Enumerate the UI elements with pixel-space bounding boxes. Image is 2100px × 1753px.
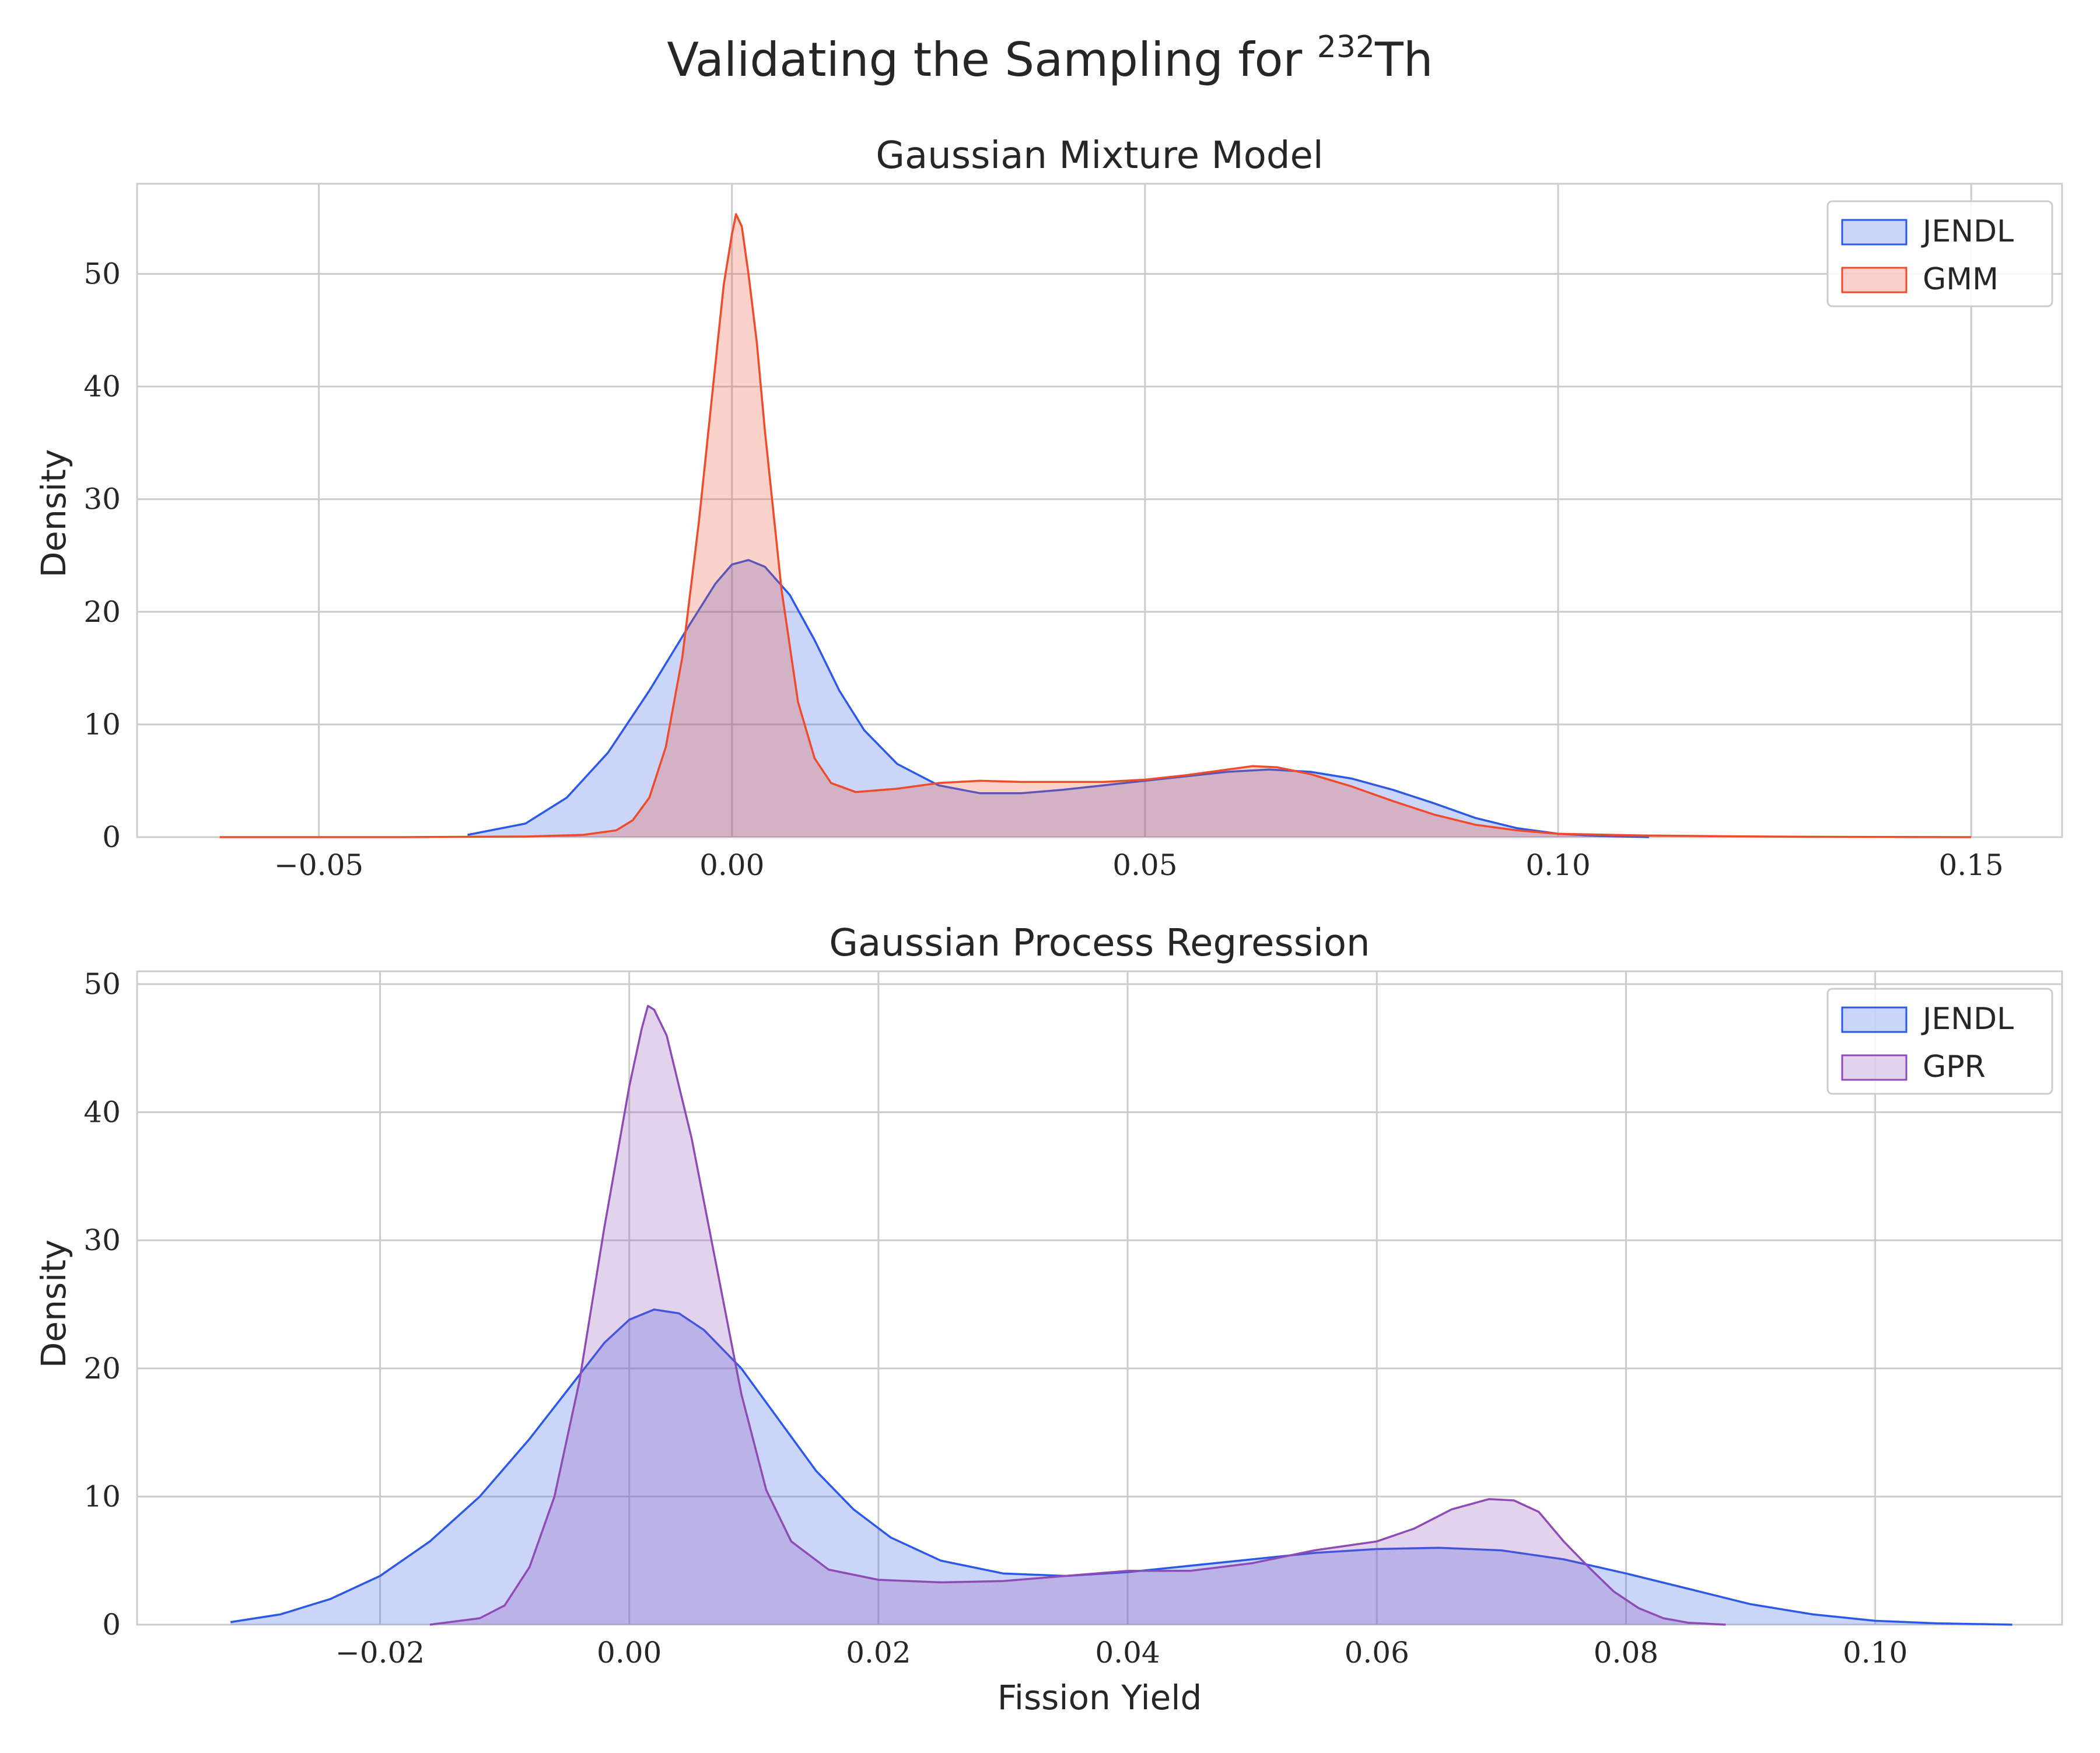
gpr-panel-title: Gaussian Process Regression (829, 922, 1370, 965)
gpr-legend-label-gpr: GPR (1923, 1049, 1986, 1084)
gpr-x-axis-label: Fission Yield (998, 1678, 1202, 1717)
gmm-x-tick-label: 0.00 (699, 848, 764, 882)
gmm-x-tick-label: 0.15 (1939, 848, 2004, 882)
gpr-x-tick-label: −0.02 (335, 1636, 425, 1670)
gpr-y-tick-label: 10 (83, 1479, 121, 1513)
gmm-legend-box (1826, 200, 2053, 307)
gmm-plot-frame (136, 183, 2063, 838)
gpr-x-tick-label: 0.02 (846, 1636, 911, 1670)
gpr-y-axis-label: Density (34, 1240, 74, 1369)
gmm-jendl-density-line (467, 559, 1649, 838)
gpr-y-tick-label: 30 (83, 1223, 121, 1257)
gmm-panel: Gaussian Mixture Model Density −0.05 0.00… (34, 134, 2063, 882)
figure-title: Validating the Sampling for 232Th (667, 30, 1433, 87)
gpr-tick-labels: −0.02 0.00 0.02 0.04 0.06 0.08 0.10 0 10 20 30 40 50 (83, 967, 1908, 1670)
gpr-gpr-density-fill (429, 1006, 1726, 1625)
gmm-y-axis-label: Density (34, 449, 74, 578)
gmm-x-tick-label: 0.05 (1112, 848, 1177, 882)
gpr-y-tick-label: 0 (102, 1608, 121, 1642)
gpr-jendl-density-fill (230, 1309, 2013, 1625)
gpr-legend-swatch-gpr (1841, 1054, 1908, 1081)
gmm-panel-title: Gaussian Mixture Model (876, 134, 1323, 177)
gmm-gmm-density-fill (219, 214, 1972, 838)
gmm-x-tick-label: 0.10 (1525, 848, 1590, 882)
gmm-tick-labels: −0.05 0.00 0.05 0.10 0.15 0 10 20 30 40 50 (83, 257, 2003, 882)
gpr-y-tick-label: 40 (83, 1096, 121, 1129)
gmm-y-tick-label: 50 (83, 257, 121, 291)
gpr-jendl-density-line (230, 1308, 2013, 1626)
gmm-grid (137, 184, 2062, 838)
gmm-x-tick-label: −0.05 (274, 848, 363, 882)
gpr-legend-box (1826, 988, 2053, 1095)
gmm-legend-swatch-gmm (1841, 267, 1908, 293)
figure-title-suffix: Th (1374, 33, 1433, 87)
gmm-legend-label-jendl: JENDL (1921, 214, 2014, 249)
gpr-x-tick-label: 0.10 (1843, 1636, 1908, 1670)
gmm-y-tick-label: 10 (83, 708, 121, 741)
gpr-x-tick-label: 0.00 (597, 1636, 662, 1670)
gpr-y-tick-label: 20 (83, 1352, 121, 1385)
gpr-x-tick-label: 0.04 (1095, 1636, 1160, 1670)
figure-title-superscript: 232 (1317, 30, 1375, 65)
gpr-gpr-density-line (429, 1005, 1726, 1626)
gpr-series-layer (230, 1005, 2013, 1626)
gpr-x-tick-label: 0.06 (1345, 1636, 1409, 1670)
figure-title-main: Validating the Sampling for (667, 33, 1317, 87)
gmm-y-tick-label: 20 (83, 595, 121, 629)
gmm-y-tick-label: 0 (102, 820, 121, 854)
gpr-panel: Gaussian Process Regression Density Fiss… (34, 922, 2063, 1717)
gpr-legend-swatch-jendl (1841, 1006, 1908, 1033)
gpr-legend: JENDL GPR (1826, 988, 2053, 1095)
gmm-series-layer (219, 213, 1972, 838)
gmm-legend-label-gmm: GMM (1923, 262, 1999, 297)
gmm-jendl-density-fill (467, 560, 1649, 837)
gpr-grid (137, 971, 2062, 1626)
gpr-y-tick-label: 50 (83, 967, 121, 1001)
gmm-gmm-density-line (219, 213, 1972, 838)
gpr-legend-label-jendl: JENDL (1921, 1002, 2014, 1037)
gmm-y-tick-label: 40 (83, 370, 121, 404)
gpr-x-tick-label: 0.08 (1594, 1636, 1658, 1670)
gmm-y-tick-label: 30 (83, 482, 121, 516)
gpr-plot-frame (136, 970, 2063, 1626)
gmm-legend-swatch-jendl (1841, 219, 1908, 246)
gmm-legend: JENDL GMM (1826, 200, 2053, 307)
